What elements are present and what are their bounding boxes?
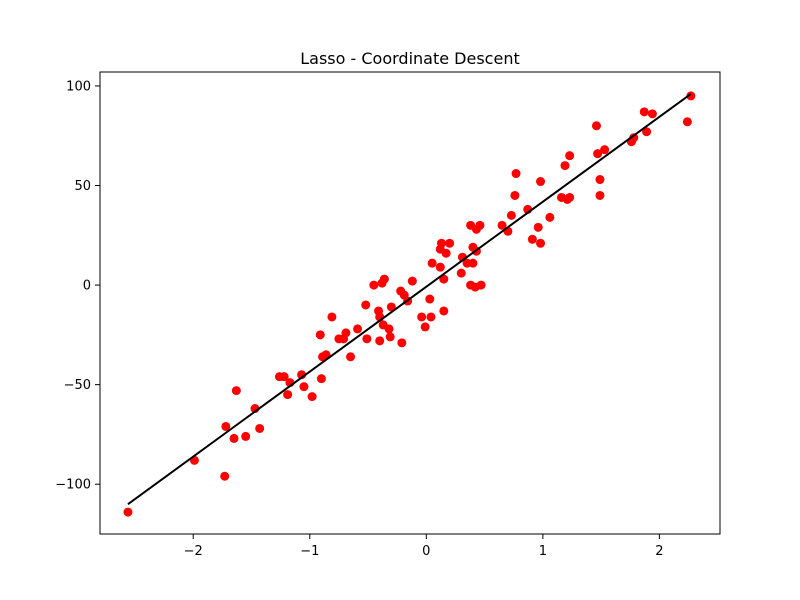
data-point-51 — [439, 274, 449, 284]
data-point-53 — [441, 248, 451, 258]
plot-area — [123, 91, 696, 517]
data-point-36 — [385, 332, 395, 342]
data-point-55 — [456, 268, 466, 278]
y-tick-label-1: −50 — [64, 378, 91, 393]
data-point-73 — [527, 234, 537, 244]
data-point-20 — [327, 312, 337, 322]
data-point-37 — [386, 302, 396, 312]
data-point-81 — [565, 151, 575, 161]
data-point-85 — [595, 175, 605, 185]
data-point-8 — [255, 423, 265, 433]
y-tick-label-3: 50 — [74, 179, 91, 194]
data-point-42 — [407, 276, 417, 286]
data-point-89 — [629, 133, 639, 143]
data-point-52 — [439, 306, 449, 316]
data-point-23 — [341, 328, 351, 338]
data-point-39 — [397, 338, 407, 348]
data-point-3 — [221, 421, 231, 431]
data-point-69 — [506, 210, 516, 220]
x-tick-label-2: 0 — [422, 544, 430, 559]
y-axis: −100 −50 0 50 100 — [55, 79, 100, 493]
data-point-87 — [600, 145, 610, 155]
data-point-70 — [510, 190, 520, 200]
data-point-94 — [686, 91, 696, 101]
data-point-74 — [533, 222, 543, 232]
data-point-16 — [315, 330, 325, 340]
data-point-50 — [436, 238, 446, 248]
y-tick-label-2: 0 — [83, 279, 91, 294]
data-point-75 — [536, 177, 546, 187]
data-point-26 — [361, 300, 371, 310]
data-point-45 — [425, 294, 435, 304]
x-tick-label-4: 2 — [655, 544, 663, 559]
data-point-28 — [369, 280, 379, 290]
data-point-54 — [445, 238, 455, 248]
data-point-17 — [316, 374, 326, 384]
data-point-11 — [283, 390, 293, 400]
data-point-15 — [307, 392, 317, 402]
x-axis: −2 −1 0 1 2 — [184, 534, 664, 559]
x-tick-label-1: −1 — [300, 544, 319, 559]
data-point-93 — [682, 117, 692, 127]
chart-title: Lasso - Coordinate Descent — [300, 49, 519, 68]
data-point-44 — [420, 322, 430, 332]
data-point-86 — [595, 190, 605, 200]
regression-line — [127, 93, 692, 505]
x-tick-label-3: 1 — [539, 544, 547, 559]
data-point-48 — [435, 262, 445, 272]
data-point-65 — [475, 220, 485, 230]
data-point-71 — [511, 169, 521, 179]
data-point-46 — [426, 312, 436, 322]
data-point-35 — [384, 324, 394, 334]
data-point-90 — [639, 107, 649, 117]
data-point-24 — [346, 352, 356, 362]
y-tick-label-4: 100 — [66, 79, 91, 94]
data-point-92 — [647, 109, 657, 119]
data-point-84 — [593, 149, 603, 159]
data-point-6 — [241, 431, 251, 441]
x-tick-label-0: −2 — [184, 544, 203, 559]
data-point-31 — [375, 336, 385, 346]
y-tick-label-0: −100 — [55, 478, 91, 493]
data-point-47 — [427, 258, 437, 268]
data-point-2 — [220, 471, 230, 481]
data-point-82 — [565, 192, 575, 202]
data-point-5 — [231, 386, 241, 396]
data-point-27 — [362, 334, 372, 344]
data-point-67 — [497, 220, 507, 230]
data-point-91 — [642, 127, 652, 137]
data-point-25 — [353, 324, 363, 334]
data-point-4 — [229, 433, 239, 443]
data-point-83 — [591, 121, 601, 131]
data-point-34 — [379, 274, 389, 284]
data-point-79 — [560, 161, 570, 171]
data-point-77 — [545, 212, 555, 222]
data-point-66 — [476, 280, 486, 290]
data-point-0 — [123, 507, 133, 517]
data-point-60 — [468, 258, 478, 268]
data-point-10 — [279, 372, 289, 382]
data-point-76 — [536, 238, 546, 248]
data-point-14 — [299, 382, 309, 392]
data-point-43 — [417, 312, 427, 322]
axes-frame — [99, 71, 721, 535]
